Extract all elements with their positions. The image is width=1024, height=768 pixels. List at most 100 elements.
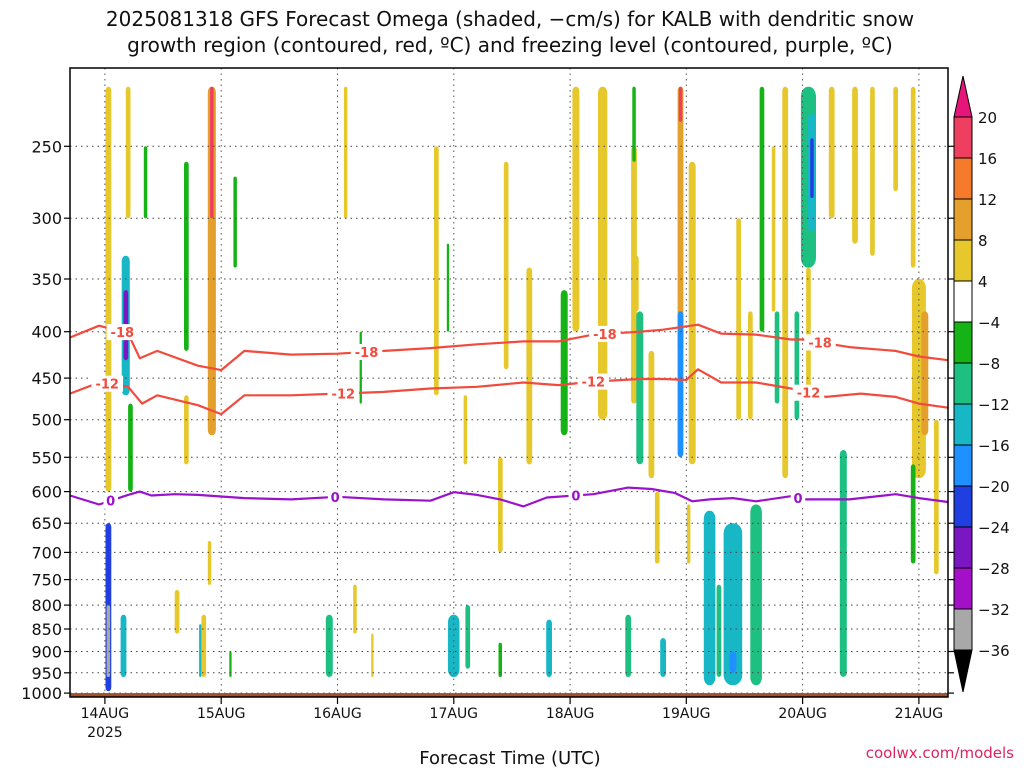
pressure-axis: 250 300 350 400 450 500 550 600 650 700 750 800 850 9… (21, 137, 954, 703)
colorbar-label-12: −32 (978, 601, 1010, 619)
omega-cell-34 (560, 290, 568, 436)
colorbar-swatch-1 (953, 157, 973, 200)
omega-cell-47 (677, 311, 684, 458)
omega-cell-52 (723, 523, 743, 686)
omega-cell-15 (201, 614, 207, 677)
contour-label-6: -12 (582, 376, 606, 391)
contour-label-bg-6 (577, 373, 610, 390)
colorbar-label-0: 20 (978, 109, 997, 127)
contour-layer: -18 -18 -18 -18 -12 -12 -12 -12 0 0 0 0 (69, 323, 949, 510)
x-tick-sublabel-0: 2025 (87, 725, 123, 741)
omega-cell-73 (934, 419, 939, 575)
omega-cell-64 (810, 138, 814, 198)
y-tick-label-850: 850 (31, 620, 62, 639)
omega-cell-31 (498, 642, 502, 677)
y-tick-label-600: 600 (31, 483, 62, 502)
chart-title-line-1: 2025081318 GFS Forecast Omega (shaded, −… (106, 7, 914, 31)
colorbar-swatch-8 (953, 444, 973, 487)
contour-label-bg-2 (589, 325, 621, 342)
omega-cell-14 (174, 590, 180, 634)
plot-background (70, 68, 948, 697)
contour-label-0: -18 (111, 326, 135, 341)
colorbar-label-11: −28 (978, 560, 1010, 578)
omega-cell-25 (446, 243, 450, 332)
omega-cell-65 (806, 267, 811, 387)
omega-cell-55 (759, 86, 765, 332)
colorbar-swatch-5 (953, 321, 973, 364)
omega-cell-29 (503, 161, 509, 370)
contour-label-10: 0 (571, 489, 580, 504)
omega-cell-7 (120, 614, 127, 677)
contour-label-bg-8 (103, 492, 118, 509)
omega-cell-61 (794, 311, 800, 420)
y-tick-label-750: 750 (31, 571, 62, 590)
credit-text: coolwx.com/models (866, 744, 1014, 762)
contour-label-bg-0 (106, 324, 139, 341)
y-tick-label-800: 800 (31, 596, 62, 615)
y-tick-label-500: 500 (31, 411, 62, 430)
contour-label-7: -12 (797, 387, 821, 402)
omega-cell-48 (688, 161, 696, 465)
omega-cell-66 (828, 86, 835, 219)
omega-cell-32 (526, 267, 533, 465)
colorbar-swatch-9 (953, 485, 973, 528)
colorbar-label-4: 4 (978, 273, 988, 291)
colorbar-label-2: 12 (978, 191, 997, 209)
omega-cell-20 (353, 584, 357, 634)
chart-title-line-2: growth region (contoured, red, ºC) and f… (127, 33, 893, 57)
omega-cell-17 (229, 651, 232, 677)
x-tick-label-15AUG: 15AUG (197, 706, 246, 722)
omega-cell-6 (128, 403, 133, 492)
contour-label-bg-9 (327, 488, 343, 505)
x-tick-label-19AUG: 19AUG (662, 706, 711, 722)
colorbar-label-1: 16 (978, 150, 997, 168)
colorbar-label-9: −20 (978, 478, 1010, 496)
omega-cell-36 (598, 86, 608, 420)
omega-cell-18 (207, 541, 212, 585)
contour-label-bg-10 (568, 487, 584, 504)
y-tick-label-950: 950 (31, 664, 62, 683)
omega-cell-68 (852, 86, 858, 244)
omega-cell-46 (678, 86, 683, 122)
omega-cell-19 (325, 614, 333, 677)
contour-label-11: 0 (793, 492, 802, 507)
time-axis: 14AUG 2025 15AUG 16AUG 17AUG 18AUG 19AUG 20AUG 2… (81, 697, 944, 741)
colorbar-swatch-6 (953, 362, 973, 405)
x-axis-label: Forecast Time (UTC) (419, 748, 600, 768)
colorbar-label-3: 8 (978, 232, 988, 250)
colorbar-label-6: −8 (978, 355, 1000, 373)
omega-cell-45 (677, 86, 684, 351)
contour-line--18 (69, 323, 949, 372)
x-tick-label-17AUG: 17AUG (430, 706, 479, 722)
terrain-layer (70, 693, 948, 697)
omega-cell-41 (648, 350, 655, 479)
omega-cell-10 (210, 86, 214, 219)
contour-label-bg-4 (91, 375, 123, 392)
contour-label-bg-7 (792, 384, 825, 401)
colorbar-below-triangle (953, 649, 973, 693)
omega-cell-30 (498, 457, 503, 553)
y-tick-label-400: 400 (31, 323, 62, 342)
omega-cell-13 (233, 176, 237, 268)
omega-cell-57 (771, 146, 776, 312)
contour-label-2: -18 (593, 328, 617, 343)
contour-label-bg-5 (327, 385, 359, 402)
omega-cell-16 (199, 624, 202, 677)
omega-cell-51 (716, 584, 722, 677)
contour-label-5: -12 (332, 387, 356, 402)
contour-label-bg-11 (790, 490, 806, 507)
y-tick-label-900: 900 (31, 643, 62, 662)
omega-cell-54 (750, 504, 762, 686)
y-tick-label-550: 550 (31, 448, 62, 467)
colorbar-label-13: −36 (978, 642, 1010, 660)
y-tick-label-650: 650 (31, 514, 62, 533)
omega-cell-8 (143, 146, 148, 219)
colorbar-label-5: −4 (978, 314, 1000, 332)
colorbar-swatch-10 (953, 526, 973, 569)
omega-cell-59 (782, 86, 789, 479)
colorbar-label-10: −24 (978, 519, 1010, 537)
x-tick-label-21AUG: 21AUG (895, 706, 944, 722)
x-tick-label-14AUG: 14AUG (81, 706, 130, 722)
omega-cell-12 (184, 395, 189, 465)
